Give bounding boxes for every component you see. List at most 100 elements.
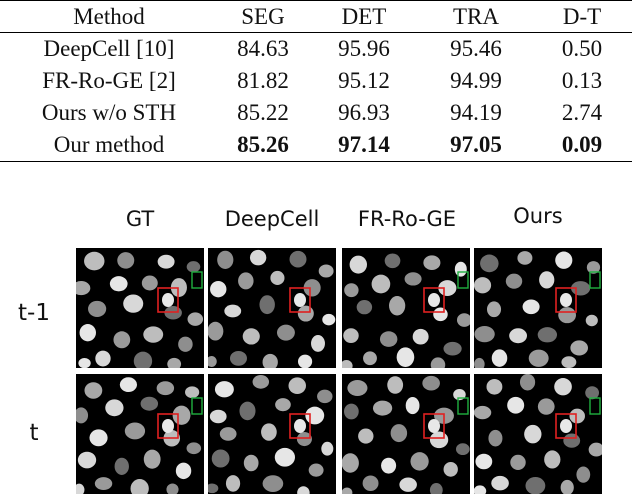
method-cell: FR-Ro-GE [2] [42,68,176,93]
header-tra: TRA [420,0,532,33]
cell-blob [318,264,334,278]
method-cell: Our method [0,129,218,162]
cell-blob [519,374,536,391]
cell-blob [162,293,174,307]
cell-blob [157,254,175,269]
green-highlight-box [191,397,203,415]
cell-blob [262,353,278,368]
tra-cell: 94.19 [450,100,502,125]
cell-blob [412,328,429,345]
cell-blob [117,252,135,269]
cell-blob [363,351,377,366]
cell-blob [208,355,217,368]
row-label-t: t [29,420,39,446]
cell-blob [113,331,131,349]
cell-blob [522,299,540,315]
cell-blob [443,341,462,356]
cell-blob [443,461,458,477]
table-row: FR-Ro-GE [2] 81.82 95.12 94.99 0.13 [0,65,632,97]
cell-blob [399,477,417,492]
cell-blob [297,354,313,368]
column-label-ours: Ours [513,204,563,228]
cell-blob [143,449,161,469]
cell-blob [296,431,312,447]
cell-blob [109,276,128,292]
red-highlight-box [157,287,179,313]
results-table: Method SEG DET TRA D-T DeepCell [10] 84.… [0,0,632,162]
tra-cell: 97.05 [420,129,532,162]
cell-blob [95,350,111,367]
cell-blob [317,389,333,404]
cell-blob [311,335,325,352]
cell-blob [308,463,324,477]
tra-cell: 94.99 [450,68,502,93]
cell-blob [456,313,470,327]
cell-blob [289,250,307,268]
cell-blob [88,300,107,317]
cell-blob [229,351,247,366]
cell-blob [429,431,449,449]
column-label-fr-ro-ge: FR-Ro-GE [357,207,457,231]
cell-blob [297,486,310,494]
cell-blob [344,283,359,298]
green-highlight-box [589,271,601,289]
cell-blob [438,280,457,296]
green-highlight-box [457,397,469,415]
cell-blob [390,424,408,443]
cell-blob [305,406,325,425]
header-seg: SEG [218,0,308,33]
cell-blob [570,340,589,356]
table-row: Ours w/o STH 85.22 96.93 94.19 2.74 [0,97,632,129]
red-highlight-box [423,287,445,313]
green-highlight-box [191,271,203,289]
seg-cell: 81.82 [237,68,289,93]
cell-blob [491,475,509,491]
cell-blob [185,386,200,399]
table-row: Our method 85.26 97.14 97.05 0.09 [0,129,632,162]
panel-fr-ro-ge-t [342,374,470,494]
cell-blob [509,328,527,344]
cell-blob [539,271,555,289]
cell-blob [422,375,440,391]
cell-blob [322,313,336,326]
cell-blob [141,275,158,291]
cell-blob [454,261,467,277]
cell-blob [262,475,284,492]
cell-blob [187,312,204,326]
cell-blob [486,301,502,318]
header-method: Method [0,0,218,33]
cell-blob [474,277,492,294]
cell-blob [389,295,406,316]
cell-blob [474,326,495,343]
cell-blob [405,397,420,415]
cell-blob [560,419,572,433]
cell-blob [563,433,581,448]
red-highlight-box [555,287,577,313]
cell-blob [480,254,499,273]
cell-blob [89,429,108,447]
green-highlight-box [589,397,601,415]
header-det: DET [308,0,420,33]
cell-blob [474,485,487,494]
cell-blob [219,427,237,441]
cell-blob [217,250,234,269]
cell-blob [358,428,374,444]
tra-cell: 95.46 [450,36,502,61]
red-highlight-box [289,287,311,313]
cell-blob [224,304,242,318]
cell-blob [558,307,577,324]
cell-blob [342,453,359,473]
det-cell: 97.14 [308,129,420,162]
panel-gt-t-minus-1 [76,248,204,368]
cell-blob [560,293,572,307]
cell-blob [119,377,137,392]
cell-blob [78,357,91,368]
cell-blob [209,409,227,424]
cell-blob [524,424,542,444]
cell-blob [210,280,227,298]
cell-blob [261,423,277,441]
dt-cell: 0.50 [561,36,603,61]
det-cell: 96.93 [338,100,390,125]
panel-ours-t-minus-1 [474,248,602,368]
cell-blob [349,255,367,274]
